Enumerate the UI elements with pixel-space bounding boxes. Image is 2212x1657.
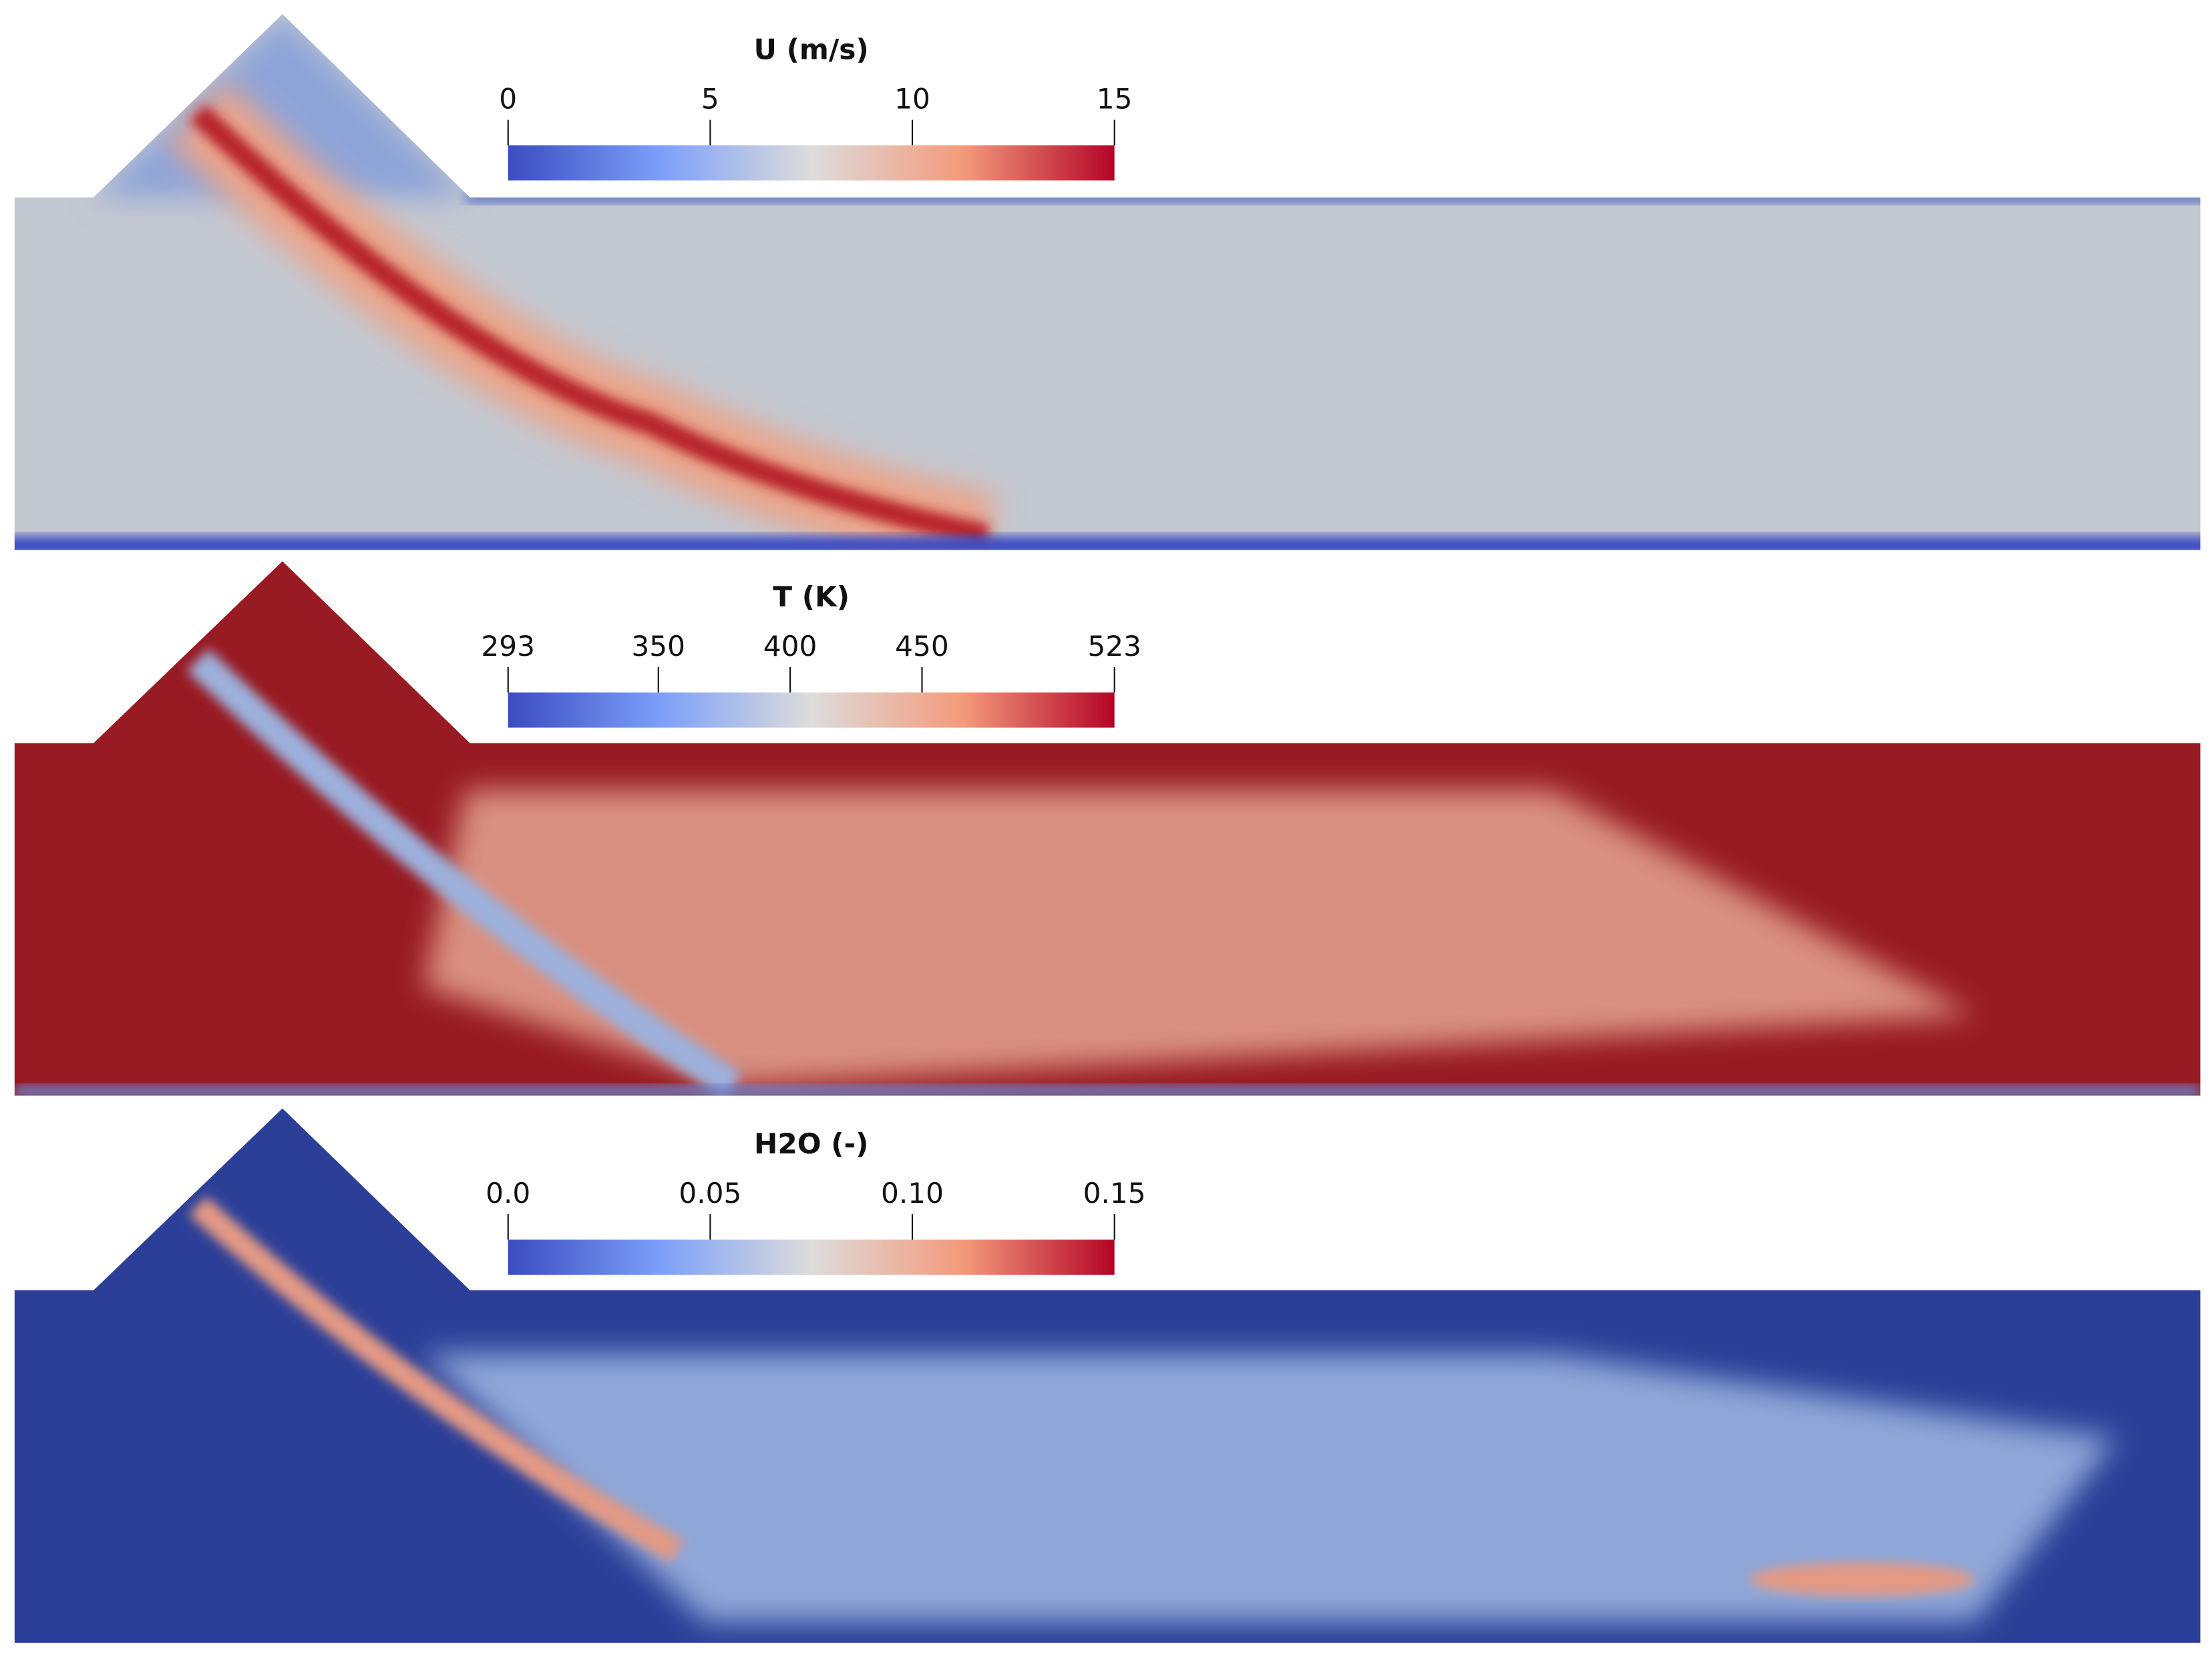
colorbar-tick-label: 0.15 bbox=[1083, 1177, 1146, 1210]
colorbar-tick-label: 0.10 bbox=[881, 1177, 944, 1210]
colorbar-tick-label: 5 bbox=[701, 83, 719, 116]
colorbar-tick-label: 293 bbox=[481, 630, 535, 663]
colorbar-tick-label: 10 bbox=[894, 83, 930, 116]
colorbar-tick-label: 450 bbox=[895, 630, 949, 663]
colorbar bbox=[508, 1239, 1115, 1275]
colorbar bbox=[508, 145, 1115, 181]
colorbar bbox=[508, 692, 1115, 728]
colorbar-tick-label: 0.05 bbox=[679, 1177, 741, 1210]
colorbar-tick-label: 0 bbox=[499, 83, 517, 116]
colorbar-tick-label: 400 bbox=[763, 630, 817, 663]
colorbar-tick-label: 350 bbox=[631, 630, 685, 663]
colorbar-title: T (K) bbox=[773, 580, 850, 613]
colorbar-tick-label: 0.0 bbox=[486, 1177, 530, 1210]
colorbar-title: H2O (-) bbox=[754, 1127, 868, 1160]
colorbar-title: U (m/s) bbox=[754, 33, 869, 66]
colorbar-tick-label: 15 bbox=[1097, 83, 1133, 116]
colorbar-tick-label: 523 bbox=[1087, 630, 1141, 663]
